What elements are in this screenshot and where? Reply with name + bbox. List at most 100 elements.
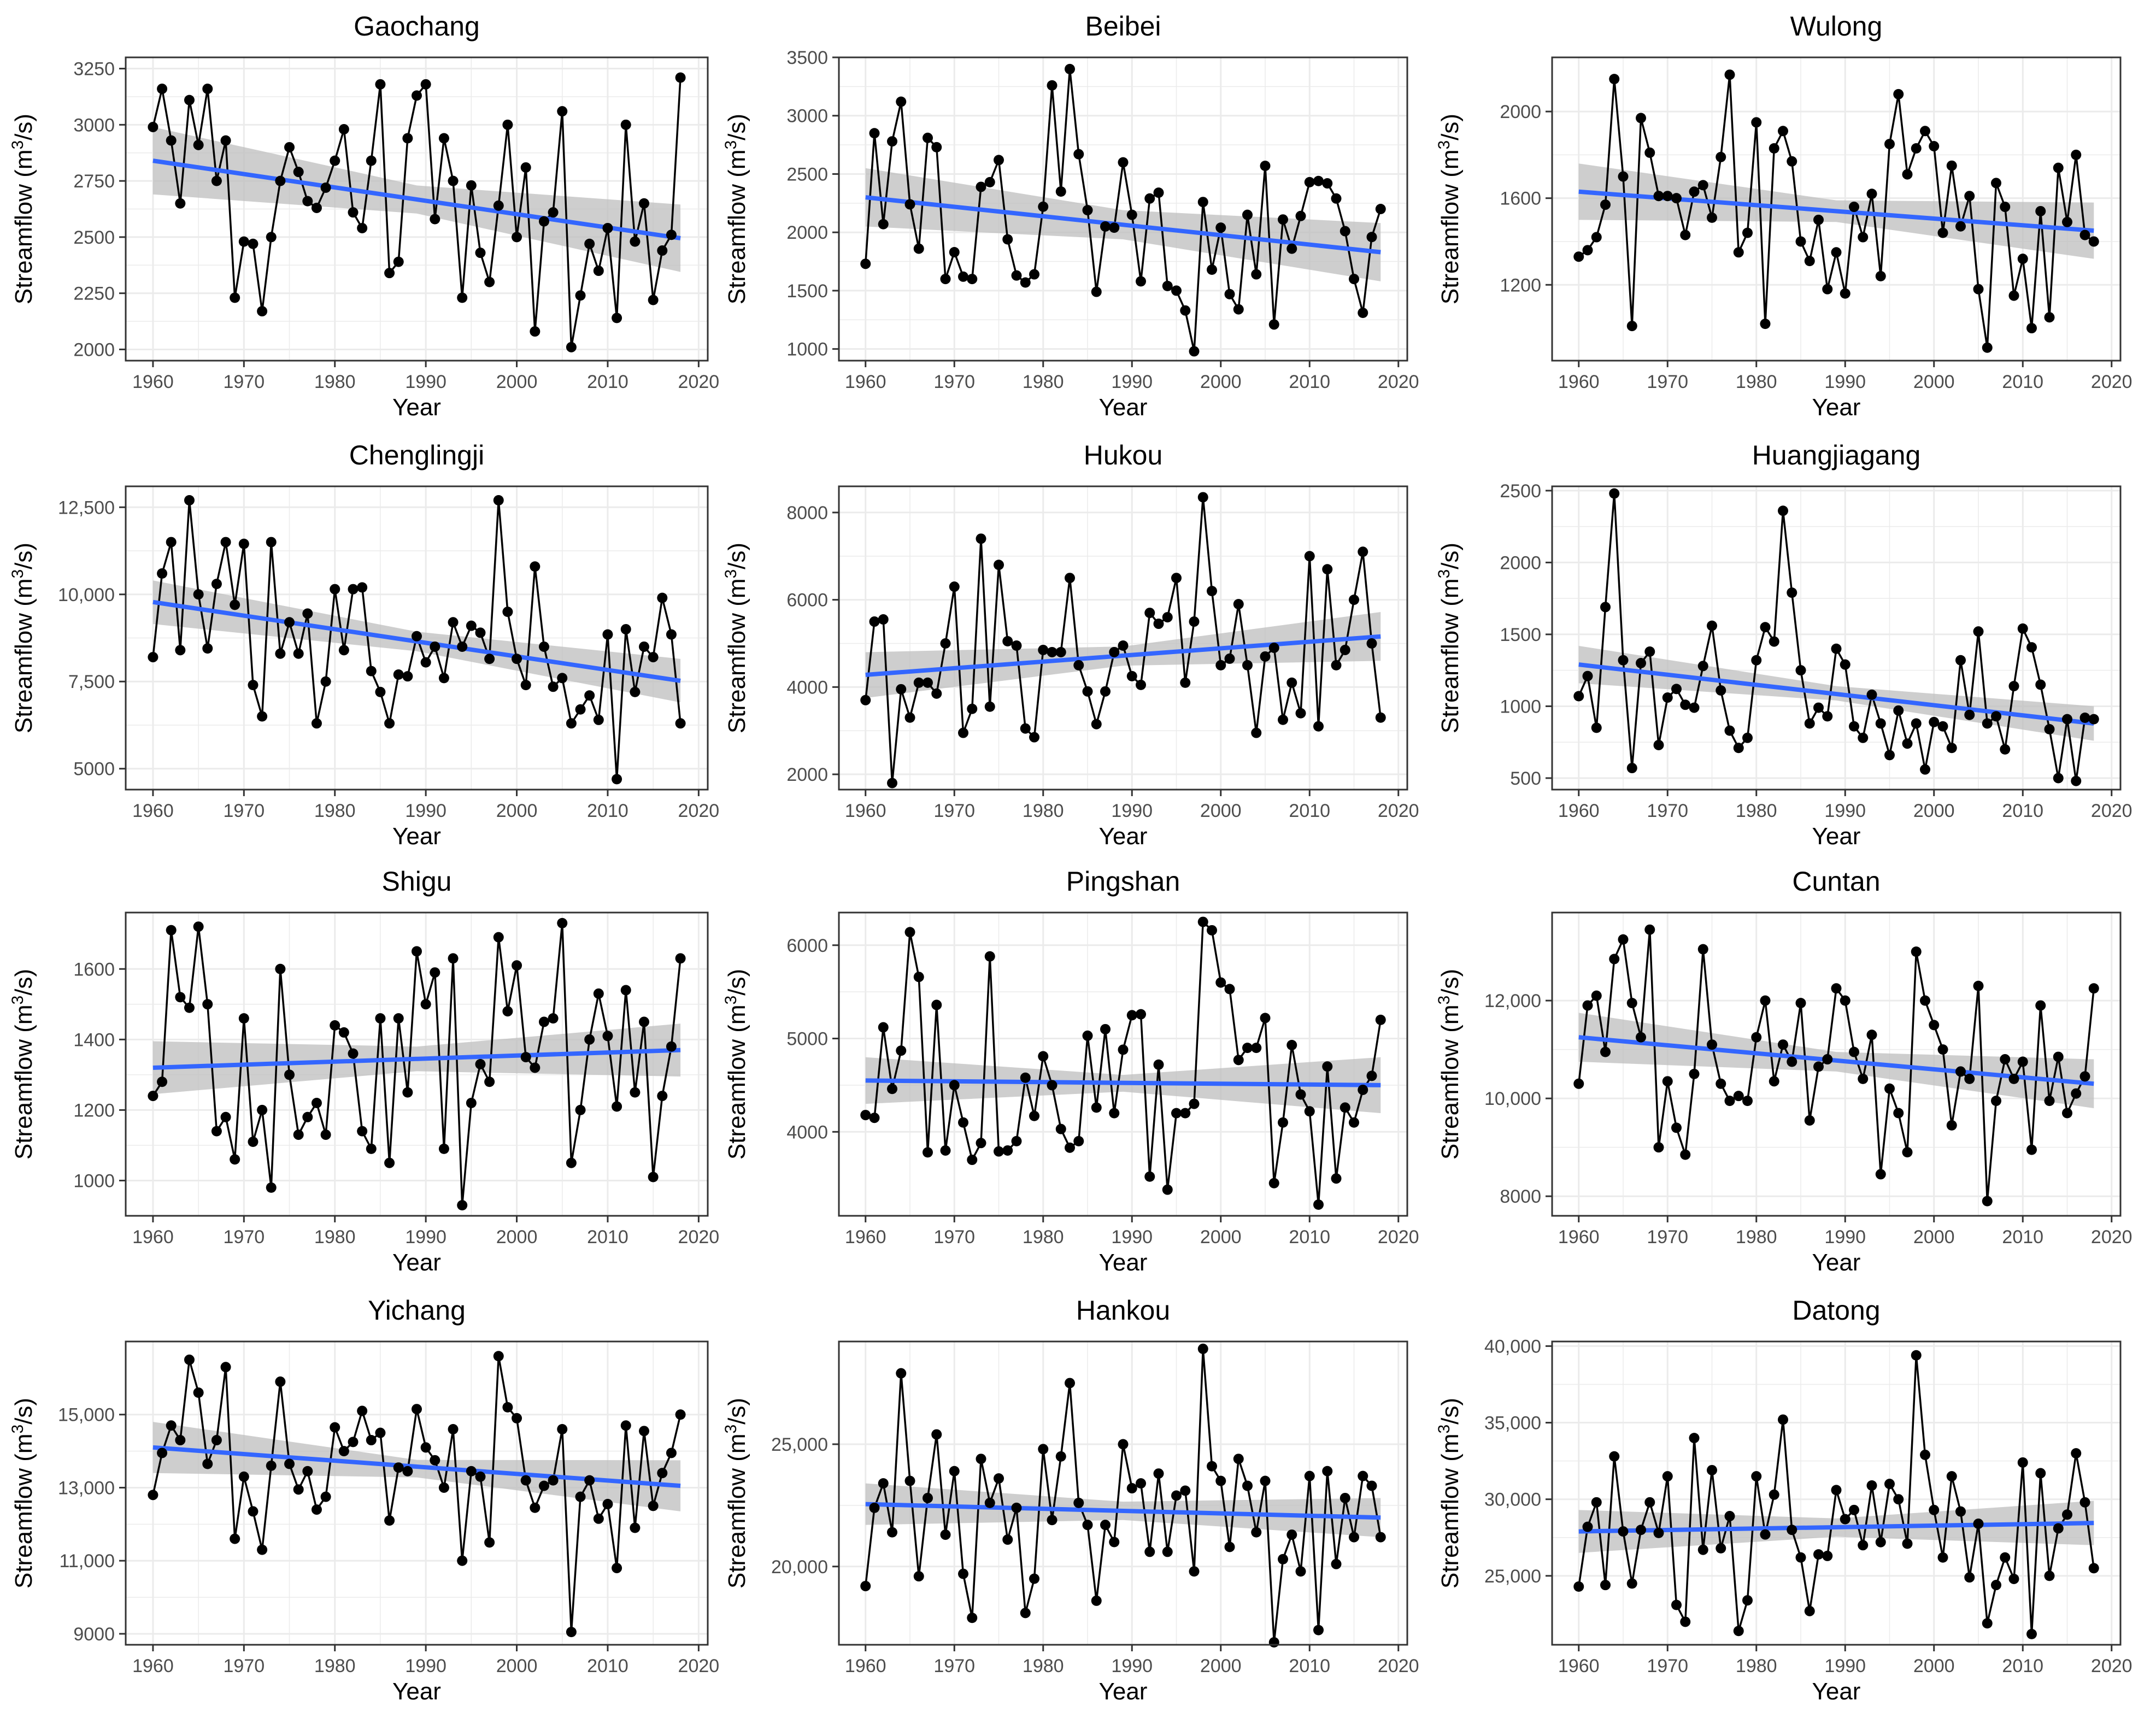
data-point [448,175,459,186]
x-axis-label: Year [392,1678,441,1705]
data-point [1644,646,1655,657]
chart-title: Pingshan [1066,866,1180,897]
data-point [940,638,951,649]
data-point [1251,1043,1262,1054]
data-point [1029,732,1039,743]
data-point [557,106,568,117]
data-point [1207,264,1217,275]
y-tick-label: 1500 [1500,625,1541,645]
data-point [166,1420,177,1431]
data-point [639,641,650,652]
trend-line [865,195,1381,255]
data-point [1893,89,1904,99]
data-point [949,1080,960,1091]
data-point [166,537,177,548]
data-point [220,135,231,146]
data-point [860,258,871,269]
data-point [2071,1088,2082,1099]
data-point [1707,212,1717,223]
data-point [384,718,395,729]
data-point [1769,1076,1779,1087]
data-point [904,712,915,723]
data-point [2008,290,2019,301]
data-point [612,774,622,785]
x-axis-label: Year [1099,823,1148,850]
data-point [1671,684,1682,695]
data-point [402,1087,413,1098]
data-point [1358,1084,1368,1095]
data-point [484,654,495,664]
data-point [1358,1470,1368,1481]
data-point [1973,626,1984,637]
data-point [620,624,631,635]
data-point [1991,1096,2001,1107]
data-point [466,620,477,631]
trend-line [152,158,681,240]
data-point [1278,1117,1288,1128]
data-point [1304,1470,1315,1481]
data-point [257,1544,268,1555]
data-point [1653,1142,1664,1153]
data-point [202,643,213,654]
y-tick-label: 1000 [73,1170,115,1191]
x-axis-label: Year [1812,823,1861,850]
data-point [1937,721,1948,732]
trend-line [865,634,1381,677]
x-tick-label: 1970 [933,1656,975,1676]
y-tick-label: 1400 [73,1029,115,1050]
data-point [648,295,659,305]
data-point [211,1435,222,1446]
data-point [166,135,177,146]
data-point [393,1013,404,1024]
data-point [1849,1504,1859,1515]
y-tick-label: 11,000 [60,1551,115,1572]
x-tick-label: 2010 [1289,801,1330,821]
data-point [913,243,924,254]
data-point [657,592,668,603]
data-point [275,1376,286,1387]
data-point [1822,1054,1833,1065]
data-point [1911,718,1922,729]
data-point [338,645,349,656]
data-point [1866,689,1877,700]
y-tick-label: 30,000 [1484,1490,1541,1510]
data-point [1964,1073,1975,1084]
x-tick-label: 1980 [1736,372,1777,392]
data-point [357,1126,368,1137]
data-point [620,1420,631,1431]
data-point [330,155,340,166]
y-tick-label: 25,000 [1484,1566,1541,1587]
data-point [887,778,897,789]
data-point [860,1110,871,1121]
data-point [1964,709,1975,720]
data-point [338,1446,349,1457]
data-point [1858,732,1869,743]
data-point [967,274,978,285]
data-point [904,1475,915,1486]
data-point [648,1172,659,1182]
data-point [1313,1199,1324,1210]
data-point [293,648,304,659]
data-point [1268,1637,1279,1648]
data-point [1778,126,1788,137]
data-point [1840,995,1850,1006]
data-point [1911,1350,1922,1361]
data-point [1662,191,1673,202]
trend-line [152,1048,681,1070]
data-point [1144,1546,1155,1557]
data-point [1742,1096,1753,1107]
data-point [1946,160,1957,171]
data-point [402,671,413,682]
data-point [1955,1066,1966,1077]
data-point [1375,712,1386,723]
data-point [1020,277,1031,288]
x-tick-label: 2010 [587,1656,628,1676]
data-point [1268,642,1279,653]
data-point [1331,193,1342,204]
y-tick-label: 13,000 [58,1478,115,1498]
data-point [1011,640,1022,651]
data-point [923,677,933,688]
data-point [502,607,513,617]
data-point [320,1129,331,1140]
data-point [1662,692,1673,703]
